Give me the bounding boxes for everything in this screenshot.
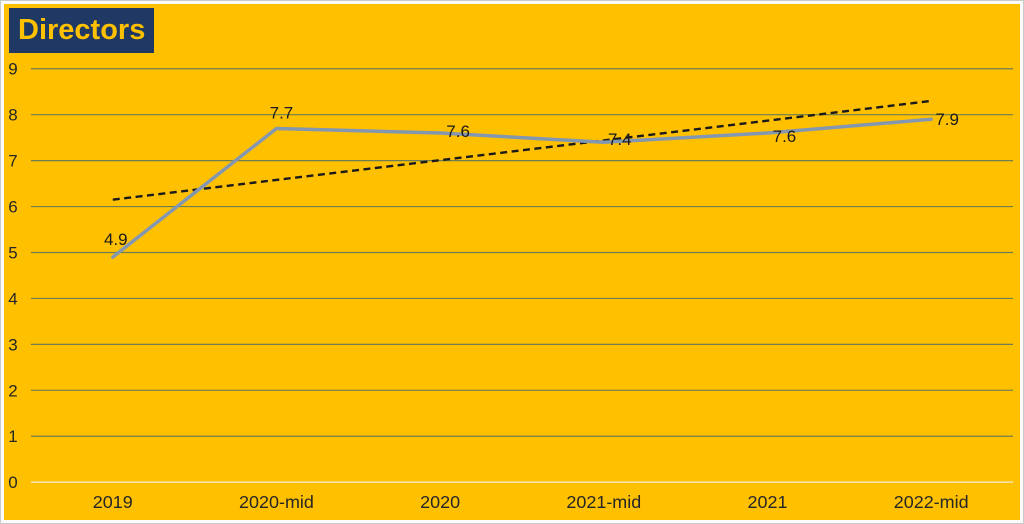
- y-tick-label: 6: [8, 198, 17, 217]
- data-label: 4.9: [104, 230, 128, 249]
- x-category-label: 2021-mid: [566, 492, 641, 512]
- y-tick-label: 3: [8, 335, 17, 354]
- x-category-label: 2019: [93, 492, 133, 512]
- y-tick-label: 9: [8, 60, 17, 79]
- y-tick-label: 0: [8, 473, 17, 492]
- y-tick-label: 8: [8, 106, 17, 125]
- trendline: [112, 99, 932, 201]
- data-label: 7.6: [773, 127, 797, 146]
- y-tick-label: 1: [8, 427, 17, 446]
- y-tick-label: 7: [8, 152, 17, 171]
- x-category-label: 2022-mid: [894, 492, 969, 512]
- data-label: 7.7: [270, 104, 294, 123]
- chart-title: Directors: [18, 14, 146, 46]
- x-category-label: 2020-mid: [239, 492, 314, 512]
- data-label: 7.6: [446, 122, 470, 141]
- y-tick-label: 2: [8, 381, 17, 400]
- series-line: [111, 117, 933, 259]
- data-label: 7.4: [608, 130, 632, 149]
- data-label: 7.9: [935, 110, 959, 129]
- x-category-label: 2020: [420, 492, 460, 512]
- chart-title-box: Directors: [9, 8, 155, 53]
- y-tick-label: 5: [8, 243, 17, 262]
- x-category-label: 2021: [748, 492, 788, 512]
- y-tick-label: 4: [8, 289, 17, 308]
